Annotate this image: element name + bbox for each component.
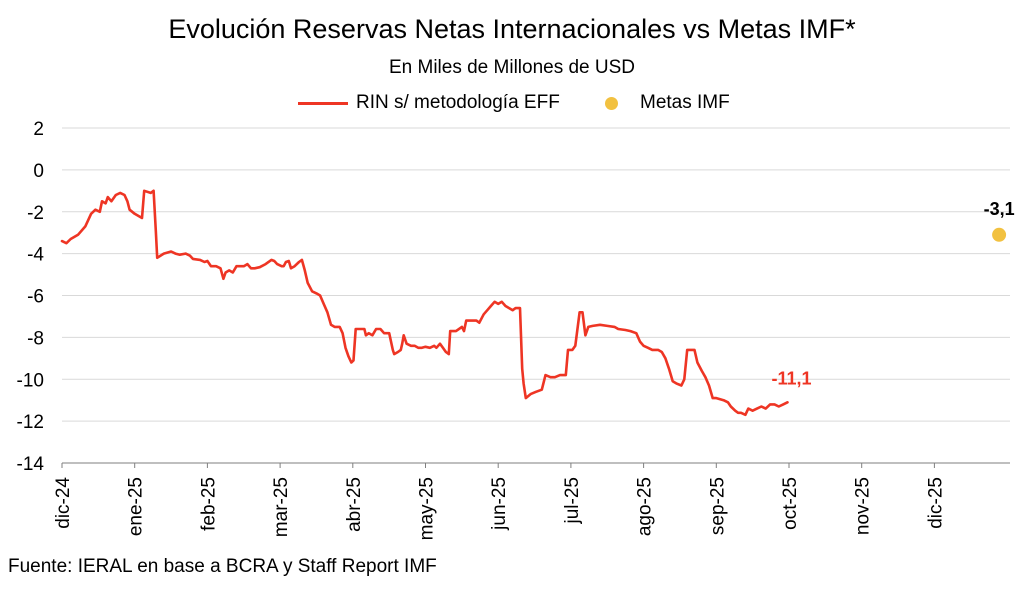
legend-item-rin: RIN s/ metodología EFF (298, 92, 560, 114)
y-tick-label: 2 (33, 119, 44, 140)
x-tick-label: dic-24 (53, 477, 74, 529)
y-tick-label: -8 (27, 328, 44, 349)
x-tick-label: jul-25 (562, 477, 583, 524)
x-tick-label: ago-25 (635, 477, 656, 536)
y-tick-label: -2 (27, 203, 44, 224)
gridlines (62, 127, 1010, 464)
legend-line-swatch (298, 101, 348, 105)
y-tick-label: -14 (17, 454, 45, 475)
x-tick-label: oct-25 (780, 477, 801, 530)
x-tick-label: feb-25 (198, 477, 219, 531)
x-tick-label: nov-25 (853, 477, 874, 535)
legend-label-metas: Metas IMF (640, 92, 730, 113)
x-axis: dic-24 ene-25 feb-25 mar-25 abr-25 may-25 jun-… (53, 462, 1010, 540)
chart-legend: RIN s/ metodología EFF Metas IMF (0, 92, 1024, 118)
y-axis-ticks: 2 0 -2 -4 -6 -8 -10 -12 -14 (17, 119, 45, 475)
x-tick-label: sep-25 (707, 477, 728, 535)
x-tick-label: mar-25 (271, 477, 292, 537)
legend-label-rin: RIN s/ metodología EFF (356, 92, 560, 113)
chart-title: Evolución Reservas Netas Internacionales… (168, 14, 856, 44)
rin-series-line (60, 189, 789, 417)
x-tick-label: may-25 (417, 477, 438, 540)
y-tick-label: 0 (33, 161, 44, 182)
source-note: Fuente: IERAL en base a BCRA y Staff Rep… (8, 556, 437, 577)
legend-item-metas: Metas IMF (605, 92, 730, 114)
y-tick-label: -12 (17, 412, 44, 433)
data-labels: -11,1 -3,1 (772, 199, 1015, 389)
series-layer (60, 189, 1007, 417)
y-tick-label: -4 (27, 245, 44, 266)
metas-imf-marker (992, 227, 1007, 242)
x-tick-label: ene-25 (126, 477, 147, 536)
rin-end-label: -11,1 (772, 368, 812, 388)
x-tick-label: abr-25 (344, 477, 365, 532)
y-tick-label: -10 (17, 370, 44, 391)
y-tick-label: -6 (27, 287, 44, 308)
legend-dot-swatch (605, 96, 618, 110)
x-tick-label: jun-25 (489, 477, 510, 531)
x-tick-label: dic-25 (925, 477, 946, 529)
metas-imf-label: -3,1 (984, 199, 1015, 219)
chart-subtitle: En Miles de Millones de USD (388, 57, 636, 78)
